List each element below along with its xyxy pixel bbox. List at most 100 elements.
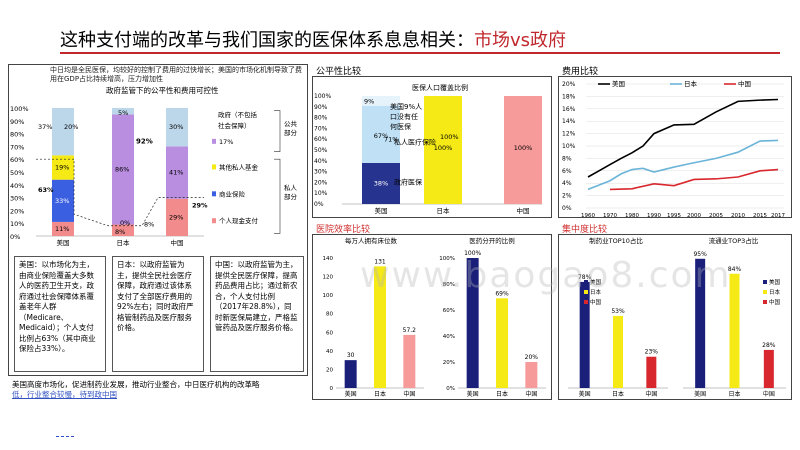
bar-y-tick: 60% — [443, 308, 455, 314]
bar-legend-swatch — [763, 290, 767, 294]
bar-chart-title: 流通业TOP3占比 — [709, 236, 759, 245]
cost-x-tick: 2015 — [753, 213, 767, 218]
legend-17: 17% — [219, 138, 233, 146]
fair-y-tick: 60% — [314, 136, 328, 143]
left-bar-segment — [112, 224, 134, 236]
bar-data-label: 53% — [611, 308, 625, 315]
concentration-panel — [558, 234, 792, 400]
cost-y-tick: 6% — [562, 168, 572, 175]
legend-commercial-swatch — [212, 191, 216, 197]
bar-chart-title: 每万人拥有床位数 — [345, 236, 398, 245]
jp-label-zero: 0% — [120, 219, 130, 227]
public-label-1: 公共 — [284, 119, 298, 128]
fair-y-tick: 100% — [314, 93, 331, 100]
title-highlight: 市场vs政府 — [474, 30, 567, 51]
card-us: 美国：以市场化为主，由商业保险覆盖大多数人的医药卫生开支，政府通过社会保障体系覆… — [14, 256, 106, 372]
left-bar-segment — [166, 108, 188, 147]
bar-legend-swatch — [584, 290, 588, 294]
beds-bar-chart: 每万人拥有床位数 0 20 40 60 80 100 120 140 30 美国 131 日本 57.2 中… — [323, 236, 424, 398]
bar-x-tick: 中国 — [525, 390, 537, 398]
bar-mark — [729, 273, 740, 388]
bar-mark — [496, 298, 508, 388]
cost-x-tick: 1980 — [625, 213, 639, 218]
bar-legend-label: 中国 — [769, 298, 781, 306]
bar-y-tick: 60 — [326, 330, 333, 336]
cost-y-tick: 0% — [562, 205, 572, 212]
fair-y-tick: 80% — [314, 115, 328, 122]
legend-gov-line2: 社会保障） — [218, 121, 251, 130]
bar-data-label: 57.2 — [403, 327, 417, 334]
cost-x-tick: 1990 — [647, 213, 661, 218]
public-bracket — [274, 110, 281, 152]
public-label-2: 部分 — [284, 128, 298, 137]
left-x-tick: 美国 — [57, 238, 70, 247]
cost-line-chart: 0% 2% 4% 6% 8% 10% 12% 14% 16% 18% 20% 1960 1970 1980… — [562, 79, 785, 218]
bar-x-tick: 日本 — [496, 390, 508, 398]
left-bar-segment — [52, 108, 74, 156]
fairness-bar-chart: 医保人口覆盖比例 0% 10% 20% 30% 40% 50% 60% 70% 80% 90% 100… — [314, 83, 542, 215]
bar-legend-swatch — [763, 300, 767, 304]
footnote: 美国高度市场化，促进制药业发展，推动行业整合，中日医疗机构的改革略 低，行业整合… — [12, 380, 312, 400]
footnote-link[interactable]: 低，行业整合较慢，待到政中国 — [12, 390, 117, 399]
fair-note-private: 私人医疗保险 — [394, 138, 436, 147]
left-stacked-bar-chart: 0% 10% 20% 30% 40% 50% 60% 70% 80% 90% 100% 美国 日本 中国 1… — [10, 105, 298, 247]
bar-mark — [646, 356, 657, 388]
left-bar-segment — [112, 108, 134, 115]
fair-us-label-gov: 38% — [374, 179, 388, 187]
bar-data-label: 131 — [374, 258, 386, 265]
fair-note-100: 100% — [440, 133, 459, 141]
bar-legend-label: 日本 — [590, 288, 602, 296]
bar-x-tick: 美国 — [467, 390, 479, 398]
left-bar-segment — [52, 221, 74, 236]
bar-legend-swatch — [584, 280, 588, 284]
title-main: 这种支付端的改革与我们国家的医保体系息息相关： — [60, 30, 474, 51]
bar-mark — [695, 258, 706, 388]
fair-chart-title: 医保人口覆盖比例 — [412, 83, 468, 92]
cost-y-tick: 4% — [562, 180, 572, 187]
bar-legend-label: 美国 — [590, 278, 602, 286]
legend-commercial: 商业保险 — [219, 189, 246, 198]
private-bracket — [274, 158, 281, 234]
cost-y-tick: 20% — [562, 81, 576, 88]
left-y-tick: 20% — [10, 207, 24, 215]
bar-data-label: 30 — [347, 352, 355, 359]
cost-x-tick: 1960 — [581, 213, 595, 218]
cn-label-social: 30% — [169, 123, 183, 131]
us-label-personal: 11% — [55, 225, 69, 233]
fair-note-gov: 政府医保 — [394, 178, 422, 187]
fair-y-tick: 50% — [314, 147, 328, 154]
fair-us-label-private: 67% — [374, 132, 388, 140]
cost-line-2 — [609, 168, 779, 191]
bar-data-label: 20% — [525, 354, 539, 361]
cost-y-tick: 12% — [562, 131, 576, 138]
card-cn: 中国：以政府监管为主，提供全民医疗保障，提高药品费用占比；通过新农合，个人支付比… — [210, 256, 304, 372]
bar-y-tick: 80 — [326, 312, 333, 318]
cost-panel — [558, 76, 792, 218]
bar-data-label: 69% — [495, 290, 509, 297]
fair-jp-label: 100% — [434, 144, 453, 152]
bar-mark — [374, 266, 386, 388]
fairness-section-title: 公平性比较 — [316, 67, 362, 77]
bar-x-tick: 日本 — [374, 390, 386, 398]
bar-mark — [613, 315, 623, 388]
cost-x-tick: 2005 — [709, 213, 723, 218]
cost-x-tick: 2017 — [771, 213, 785, 218]
bar-mark — [403, 334, 416, 388]
cost-y-tick: 14% — [562, 118, 576, 125]
fair-y-tick: 40% — [314, 158, 328, 165]
cn-label-personal: 29% — [169, 213, 183, 221]
fair-y-tick: 70% — [314, 125, 328, 132]
bar-data-label: 84% — [728, 266, 742, 273]
fair-x-tick: 中国 — [517, 206, 530, 215]
bar-mark — [466, 258, 479, 388]
cost-y-tick: 2% — [562, 193, 572, 200]
left-dashed-path — [36, 158, 204, 227]
cost-x-tick: 2000 — [687, 213, 701, 218]
bar-x-tick: 日本 — [612, 390, 624, 398]
concentration-section-title: 集中度比较 — [562, 225, 608, 235]
page-title: 这种支付端的改革与我们国家的医保体系息息相关：市场vs政府 — [60, 26, 566, 52]
bar-y-tick: 100% — [439, 256, 455, 262]
legend-gov-line1: 政府（不包括 — [218, 110, 258, 119]
us-label-commercial: 33% — [55, 197, 69, 205]
